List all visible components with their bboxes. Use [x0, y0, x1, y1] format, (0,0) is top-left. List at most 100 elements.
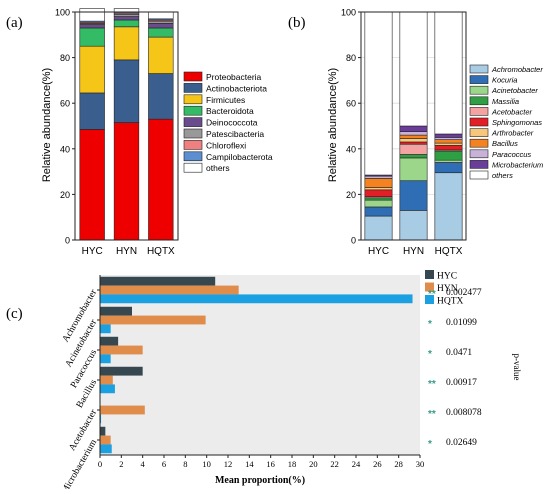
a-plot-frame	[74, 11, 179, 241]
a-bar-hqtx-others	[148, 11, 174, 20]
b-legend-label-4: Acetobacter	[491, 107, 533, 116]
b-legend-swatch-6	[469, 128, 489, 137]
c-significance-microbacterium: *	[428, 439, 432, 450]
c-x-tick-label: 12	[224, 459, 233, 469]
a-bar-hyn-proteobacteria	[113, 122, 140, 241]
a-y-tick-label: 0	[65, 236, 70, 246]
b-legend-swatch-2	[469, 85, 489, 95]
b-x-tick-label: HQTX	[435, 246, 463, 257]
a-legend-label-7: Campilobacterota	[206, 152, 273, 162]
c-significance-paracoccus: *	[428, 349, 432, 360]
b-legend-swatch-3	[469, 96, 489, 106]
panel-c-annotations: ** 0.002477 * 0.01099 * 0.0471 ** 0.00917 ** 0.00…	[428, 288, 482, 450]
a-bar-hyn-firmicutes	[113, 26, 140, 61]
panel-c-legend: HYC HYN HQTX	[425, 270, 464, 307]
b-legend-label-8: Paracoccus	[492, 150, 531, 159]
b-y-tick-label: 20	[346, 190, 356, 200]
c-significance-bacillus: **	[428, 379, 436, 390]
a-legend-swatch-1	[183, 83, 203, 93]
b-x-tick-label: HYN	[403, 246, 424, 257]
b-y-tick-label: 80	[346, 53, 356, 63]
b-legend-label-1: Kocuria	[492, 76, 517, 85]
c-x-tick-label: 18	[288, 459, 297, 469]
a-bar-hyn-others	[113, 8, 140, 13]
c-x-tick-label: 14	[245, 459, 254, 469]
a-bar-hyc-others	[79, 8, 105, 22]
a-legend-swatch-8	[183, 162, 203, 173]
a-y-tick-label: 60	[60, 99, 70, 109]
b-y-tick-label: 100	[341, 8, 356, 18]
panel-b-plot: HYC HYN HQTX 0 20 40 60 80 100	[341, 8, 467, 257]
a-x-tick-label: HYC	[82, 246, 103, 257]
c-bar-bacillus-hyn	[100, 375, 113, 385]
c-x-tick-label: 10	[202, 459, 211, 469]
c-x-tick-label: 30	[416, 459, 425, 469]
c-bar-microbacterium-hyc	[100, 426, 106, 436]
c-bar-paracoccus-hqtx	[100, 354, 111, 364]
b-bar-hyn-acetobacter	[399, 143, 428, 155]
a-legend-label-0: Proteobacteria	[206, 72, 262, 82]
b-bar-hyn-massilia	[399, 154, 428, 159]
a-bar-hyn-actinobacteriota	[113, 59, 140, 123]
b-bar-hyn-others	[399, 11, 428, 127]
panel-a: (a) Relative abundance(%) HYC HYN HQTX 0 20 4…	[6, 8, 273, 258]
a-legend-swatch-2	[183, 94, 203, 105]
b-bar-hyc-paracoccus	[364, 175, 393, 179]
c-bar-paracoccus-hyn	[100, 345, 143, 355]
b-legend-label-5: Sphingomonas	[492, 118, 542, 127]
c-pvalue-paracoccus: 0.0471	[446, 348, 472, 358]
b-y-tick-label: 0	[351, 236, 356, 246]
a-legend-label-1: Actinobacteriota	[206, 83, 267, 93]
panel-b-y-axis-label: Relative abundance(%)	[327, 68, 339, 182]
b-bar-hyn-paracoccus	[399, 131, 428, 136]
b-legend-swatch-8	[469, 149, 489, 159]
c-bar-achromobacter-hyc	[100, 276, 216, 286]
c-x-tick-label: 20	[309, 459, 318, 469]
b-legend-label-2: Acinetobacter	[491, 86, 538, 95]
panel-a-plot: HYC HYN HQTX 0 20 40 60 80 100	[55, 8, 179, 257]
a-legend-swatch-4	[183, 117, 203, 127]
c-bar-acinetobacter-hqtx	[100, 324, 111, 334]
c-bar-microbacterium-hqtx	[100, 444, 112, 454]
b-bar-hyc-sphingomonas	[364, 189, 393, 197]
a-bar-hqtx-actinobacteriota	[148, 73, 174, 120]
a-y-tick-label: 80	[60, 53, 70, 63]
a-legend-swatch-6	[183, 140, 203, 150]
c-bar-acinetobacter-hyc	[100, 306, 132, 316]
b-bar-hqtx-massilia	[434, 150, 463, 161]
c-plot-background	[100, 275, 420, 455]
a-bar-hqtx-bacteroidota	[148, 27, 174, 38]
b-bar-hqtx-sphingomonas	[434, 145, 463, 151]
b-bar-hyn-sphingomonas	[399, 141, 428, 145]
panel-b-label: (b)	[288, 15, 306, 31]
b-bar-hyn-achromobacter	[399, 210, 428, 241]
b-legend-label-0: Achromobacter	[491, 65, 543, 74]
panel-a-y-axis-label: Relative abundance(%)	[41, 68, 53, 182]
c-bar-achromobacter-hqtx	[100, 294, 413, 304]
panel-c-pvalue-label: p-value	[512, 354, 522, 381]
c-legend-label-hyn: HYN	[437, 284, 458, 294]
a-y-tick-label: 100	[55, 8, 70, 18]
b-y-tick-label: 40	[346, 144, 356, 154]
a-legend-swatch-0	[183, 71, 203, 82]
b-x-tick-label: HYC	[368, 246, 389, 257]
a-x-tick-label: HYN	[116, 246, 137, 257]
b-legend-label-10: others	[492, 171, 513, 180]
c-x-tick-label: 8	[183, 459, 187, 469]
b-legend-swatch-5	[469, 117, 489, 127]
b-bar-hyc-massilia	[364, 197, 393, 201]
b-bar-hyn-bacillus	[399, 134, 428, 139]
a-legend-label-8: others	[206, 163, 230, 173]
c-x-tick-label: 2	[119, 459, 123, 469]
panel-c-plot: AchromobacterAcinetobacterParacoccusBaci…	[60, 275, 425, 494]
b-bar-hyn-microbacterium	[399, 125, 428, 132]
c-bar-bacillus-hqtx	[100, 384, 115, 394]
a-bar-hyc-deinococcota	[79, 24, 105, 29]
c-bar-achromobacter-hyn	[100, 285, 239, 295]
c-pvalue-bacillus: 0.00917	[446, 378, 477, 388]
c-legend-swatch-hqtx	[425, 295, 434, 304]
c-bar-acetobacter-hyn	[100, 405, 145, 415]
a-legend-label-2: Firmicutes	[206, 95, 245, 105]
a-bar-hqtx-firmicutes	[148, 36, 174, 74]
